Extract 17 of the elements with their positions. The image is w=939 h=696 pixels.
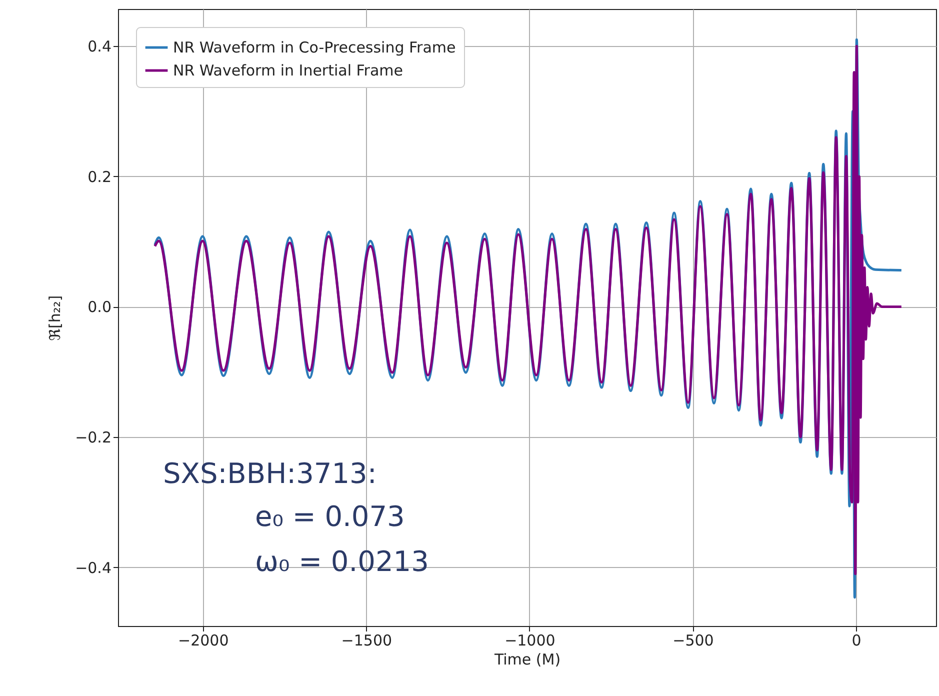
x-axis-title: Time (M) — [493, 650, 561, 668]
legend-label: NR Waveform in Inertial Frame — [173, 62, 404, 80]
y-tick-label: 0.2 — [88, 168, 112, 186]
y-tick-label: 0.0 — [88, 298, 112, 316]
legend-label: NR Waveform in Co-Precessing Frame — [173, 38, 456, 56]
x-tick-label: 0 — [852, 632, 862, 650]
y-tick-label: −0.2 — [75, 428, 112, 447]
x-tick-label: −2000 — [178, 632, 229, 650]
x-tick-label: −1500 — [341, 632, 392, 650]
y-tick-label: −0.4 — [75, 558, 112, 577]
annotation: SXS:BBH:3713: — [163, 457, 377, 490]
y-tick-label: 0.4 — [88, 38, 112, 56]
y-axis-title: ℜ[h₂₂] — [46, 295, 64, 341]
x-tick-label: −500 — [672, 632, 714, 650]
annotation: e₀ = 0.073 — [255, 500, 405, 533]
x-tick-label: −1000 — [504, 632, 556, 650]
annotation: ω₀ = 0.0213 — [255, 545, 429, 578]
